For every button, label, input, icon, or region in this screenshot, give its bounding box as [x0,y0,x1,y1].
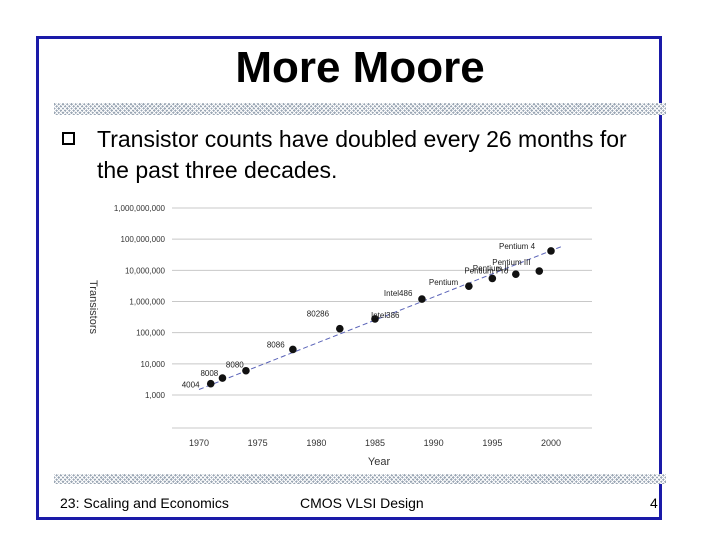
footer-divider [54,474,666,484]
x-tick-label: 1990 [424,438,444,448]
trend-line [198,245,563,390]
y-tick-label: 100,000 [136,329,165,338]
footer-page-number: 4 [650,495,658,511]
data-point [547,247,555,255]
x-tick-label: 1980 [306,438,326,448]
data-point [371,315,379,323]
y-tick-label: 10,000,000 [125,266,166,275]
bullet-text: Transistor counts have doubled every 26 … [97,126,627,183]
data-point [465,282,473,290]
x-tick-label: 1975 [248,438,268,448]
y-tick-label: 1,000 [145,391,166,400]
data-point-label: Pentium II [473,264,509,273]
data-point-label: 80286 [307,310,330,319]
data-point [418,295,426,303]
x-tick-label: 1995 [482,438,502,448]
bullet-checkbox-icon [62,132,75,145]
slide-frame [36,36,662,520]
y-tick-label: 100,000,000 [121,235,166,244]
data-point [218,374,227,382]
footer-left: 23: Scaling and Economics [60,495,229,511]
y-axis-label: Transistors [87,280,99,334]
x-tick-label: 2000 [541,438,561,448]
title-divider [54,103,666,115]
data-point-label: 8008 [200,369,218,378]
x-tick-label: 1970 [189,438,209,448]
slide-title: More Moore [235,43,485,92]
x-tick-labels: 1970 1975 1980 1985 1990 1995 2000 [189,438,561,448]
y-tick-labels: 1,000,000,000 100,000,000 10,000,000 1,000,… [114,204,166,400]
data-point-label: Intel486 [384,289,413,298]
chart-grid [172,207,592,429]
data-point-label: Intel386 [371,311,400,320]
data-point-label: Pentium III [492,258,530,267]
data-point [535,267,544,275]
data-point [336,324,344,333]
data-point [488,274,497,283]
y-tick-label: 1,000,000,000 [114,204,166,213]
data-point-label: Pentium Pro [464,266,509,275]
x-tick-label: 1985 [365,438,385,448]
x-axis-label: Year [368,456,391,468]
data-point-label: 8086 [267,340,285,349]
footer-center: CMOS VLSI Design [300,495,424,511]
data-point-label: Pentium [429,278,459,287]
data-point [242,366,250,375]
data-point [289,345,297,354]
y-tick-label: 1,000,000 [129,298,165,307]
data-point-label: 4004 [182,381,200,390]
data-point-label: 8080 [226,361,244,370]
data-point [512,270,520,279]
data-point [206,379,215,388]
y-tick-label: 10,000 [141,360,166,369]
data-point-label: Pentium 4 [499,242,536,251]
